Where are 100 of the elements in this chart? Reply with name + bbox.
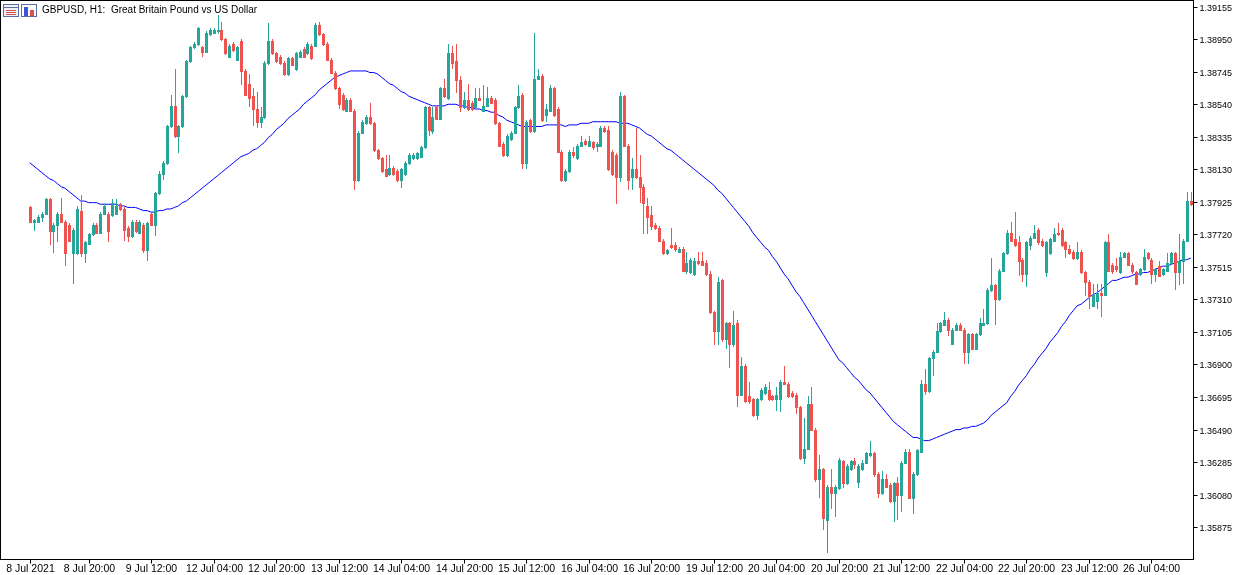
- candlestick: [474, 87, 477, 110]
- candlestick: [310, 43, 313, 61]
- candlestick: [431, 106, 434, 135]
- candlestick: [138, 219, 141, 235]
- candlestick: [80, 194, 83, 258]
- x-tick-label: 20 Jul 20:00: [810, 562, 869, 574]
- candlestick: [111, 198, 114, 218]
- y-tick-label: 1.38130: [1199, 164, 1233, 175]
- candlestick: [779, 379, 782, 413]
- candlestick: [693, 257, 696, 277]
- candlestick: [1143, 248, 1146, 272]
- candlestick: [463, 91, 466, 110]
- candlestick: [740, 356, 743, 397]
- candlestick: [697, 251, 700, 266]
- candlestick: [717, 276, 720, 346]
- candlestick: [529, 118, 532, 134]
- candlestick: [443, 78, 446, 99]
- x-tick-label: 12 Jul 04:00: [185, 562, 244, 574]
- candlestick: [123, 206, 126, 242]
- chart-title: GBPUSD, H1: Great Britain Pound vs US Dollar: [42, 4, 258, 15]
- y-tick-label: 1.38335: [1199, 132, 1233, 143]
- candlestick: [1107, 233, 1110, 273]
- y-tick-label: 1.37925: [1199, 197, 1233, 208]
- x-tick-label: 15 Jul 12:00: [497, 562, 556, 574]
- candlestick: [670, 227, 673, 250]
- candlestick: [478, 87, 481, 102]
- candlestick: [1119, 251, 1122, 275]
- x-tick-label: 20 Jul 04:00: [747, 562, 806, 574]
- candlestick: [150, 211, 153, 227]
- candlestick: [447, 43, 450, 101]
- candlestick: [1158, 260, 1161, 278]
- x-tick-label: 26 Jul 04:00: [1122, 562, 1181, 574]
- x-tick-label: 8 Jul 2021: [6, 562, 55, 574]
- candlestick: [412, 152, 415, 161]
- candlestick: [1072, 249, 1075, 261]
- candlestick: [217, 14, 220, 35]
- candlestick: [846, 463, 849, 486]
- candlestick: [131, 219, 134, 239]
- candlestick: [678, 246, 681, 254]
- y-tick-label: 1.37105: [1199, 327, 1233, 338]
- y-tick-label: 1.37310: [1199, 294, 1233, 305]
- candlestick: [1092, 283, 1095, 308]
- candlestick: [615, 152, 618, 205]
- candlestick: [685, 251, 688, 275]
- y-tick-label: 1.35875: [1199, 522, 1233, 533]
- y-tick-label: 1.37720: [1199, 229, 1233, 240]
- x-tick-label: 19 Jul 12:00: [685, 562, 744, 574]
- y-tick-label: 1.38745: [1199, 67, 1233, 78]
- x-tick-label: 23 Jul 12:00: [1060, 562, 1119, 574]
- candlestick: [768, 381, 771, 402]
- candlestick: [822, 467, 825, 531]
- candlestick: [666, 248, 669, 256]
- candlestick: [201, 45, 204, 58]
- candlestick: [592, 140, 595, 151]
- candlestick: [967, 332, 970, 365]
- candlestick: [963, 327, 966, 365]
- candlestick: [732, 310, 735, 348]
- candlestick: [830, 468, 833, 510]
- y-tick-label: 1.36490: [1199, 425, 1233, 436]
- candlestick: [33, 218, 36, 232]
- candlestick: [1100, 283, 1103, 318]
- candlestick: [95, 222, 98, 235]
- candlestick: [107, 211, 110, 243]
- candlestick: [174, 68, 177, 139]
- x-tick-label: 12 Jul 20:00: [247, 562, 306, 574]
- candlestick: [1154, 267, 1157, 283]
- y-tick-label: 1.38540: [1199, 99, 1233, 110]
- candlestick: [388, 154, 391, 177]
- candlestick: [232, 41, 235, 53]
- y-tick-label: 1.36080: [1199, 490, 1233, 501]
- candlestick: [857, 463, 860, 489]
- y-tick-label: 1.36285: [1199, 457, 1233, 468]
- y-tick-label: 1.36695: [1199, 392, 1233, 403]
- candlestick: [1190, 191, 1193, 207]
- candlestick: [467, 83, 470, 112]
- candlestick: [896, 476, 899, 521]
- y-tick-label: 1.39155: [1199, 2, 1233, 13]
- candlestick: [947, 317, 950, 337]
- candlestick: [482, 84, 485, 113]
- x-tick-label: 22 Jul 20:00: [997, 562, 1056, 574]
- candlestick: [924, 368, 927, 396]
- x-tick-label: 14 Jul 20:00: [435, 562, 494, 574]
- candlestick: [646, 197, 649, 235]
- candlestick: [428, 105, 431, 137]
- x-tick-label: 16 Jul 04:00: [560, 562, 619, 574]
- candlestick: [994, 283, 997, 326]
- candlestick: [584, 138, 587, 147]
- candlestick: [842, 459, 845, 489]
- x-tick-label: 14 Jul 04:00: [372, 562, 431, 574]
- candlestick: [396, 168, 399, 183]
- x-tick-label: 21 Jul 12:00: [872, 562, 931, 574]
- candlestick: [1178, 233, 1181, 286]
- x-tick-label: 9 Jul 12:00: [125, 562, 178, 574]
- candlestick: [228, 43, 231, 59]
- y-tick-label: 1.38950: [1199, 34, 1233, 45]
- candlestick: [1025, 240, 1028, 288]
- candlestick: [135, 219, 138, 234]
- candlestick: [1068, 244, 1071, 256]
- candlestick: [1037, 227, 1040, 246]
- candlestick: [588, 135, 591, 148]
